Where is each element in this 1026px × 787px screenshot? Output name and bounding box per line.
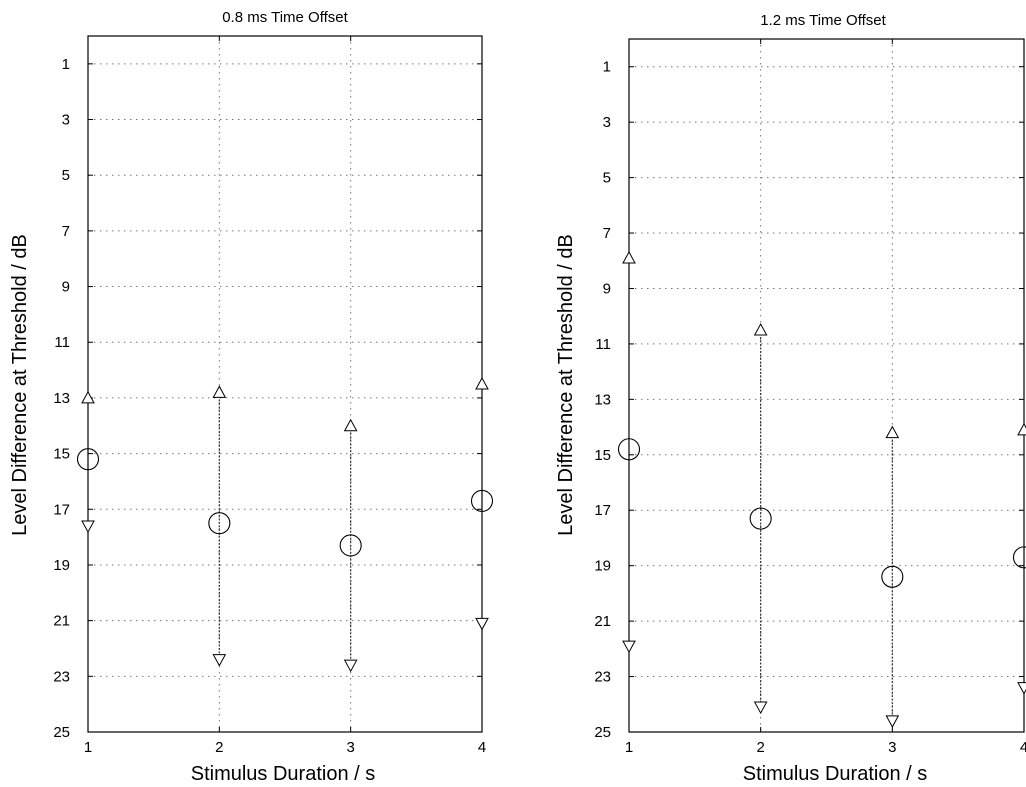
lower-marker bbox=[343, 659, 358, 673]
lower-marker bbox=[81, 520, 95, 534]
lower-marker bbox=[753, 701, 768, 715]
left-chart-title: 0.8 ms Time Offset bbox=[222, 9, 348, 26]
y-tick-label: 25 bbox=[53, 724, 70, 741]
y-tick-label: 15 bbox=[53, 446, 70, 463]
y-tick-label: 21 bbox=[594, 613, 611, 630]
y-tick-label: 5 bbox=[603, 170, 611, 187]
mean-marker bbox=[470, 489, 494, 512]
upper-marker bbox=[81, 390, 95, 404]
right-x-axis-label: Stimulus Duration / s bbox=[743, 763, 928, 785]
mean-marker bbox=[749, 507, 772, 530]
y-tick-label: 1 bbox=[603, 59, 611, 76]
y-tick-label: 5 bbox=[62, 167, 70, 184]
plot-frame bbox=[87, 35, 483, 733]
right-chart: 1.2 ms Time Offset Stimulus Duration / s… bbox=[555, 12, 1026, 785]
lower-marker bbox=[212, 654, 227, 667]
x-tick-label: 3 bbox=[346, 739, 354, 756]
y-tick-label: 23 bbox=[53, 668, 70, 685]
y-tick-label: 11 bbox=[595, 336, 611, 353]
lower-marker bbox=[885, 715, 900, 728]
mean-marker bbox=[881, 565, 904, 588]
x-tick-label: 4 bbox=[478, 739, 486, 756]
y-tick-label: 3 bbox=[62, 112, 70, 129]
y-tick-label: 7 bbox=[62, 223, 70, 240]
y-tick-label: 23 bbox=[594, 669, 611, 686]
upper-marker bbox=[753, 323, 768, 336]
y-tick-label: 19 bbox=[53, 557, 70, 574]
y-tick-label: 13 bbox=[594, 391, 611, 408]
upper-marker bbox=[885, 425, 900, 439]
left-y-axis-label: Level Difference at Threshold / dB bbox=[9, 234, 31, 536]
plot-frame bbox=[628, 38, 1025, 733]
lower-marker bbox=[622, 640, 636, 654]
y-tick-label: 25 bbox=[594, 724, 611, 741]
right-chart-title: 1.2 ms Time Offset bbox=[760, 12, 886, 29]
y-tick-label: 19 bbox=[594, 558, 611, 575]
mean-marker bbox=[208, 512, 231, 535]
upper-marker bbox=[622, 250, 636, 264]
x-tick-label: 2 bbox=[215, 739, 223, 756]
lower-marker bbox=[475, 617, 489, 631]
y-tick-label: 1 bbox=[62, 56, 70, 73]
y-tick-label: 21 bbox=[53, 613, 70, 630]
x-tick-label: 3 bbox=[888, 739, 896, 756]
y-tick-label: 15 bbox=[594, 447, 611, 464]
mean-marker bbox=[76, 448, 100, 471]
y-tick-label: 7 bbox=[603, 225, 611, 242]
y-tick-label: 13 bbox=[53, 390, 70, 407]
mean-marker bbox=[617, 438, 641, 461]
x-tick-label: 1 bbox=[84, 739, 92, 756]
x-tick-label: 2 bbox=[756, 739, 764, 756]
upper-marker bbox=[475, 376, 489, 390]
x-tick-label: 1 bbox=[625, 739, 633, 756]
left-x-axis-label: Stimulus Duration / s bbox=[191, 763, 376, 785]
y-tick-label: 9 bbox=[62, 279, 70, 296]
mean-marker bbox=[1012, 546, 1026, 569]
y-tick-label: 17 bbox=[594, 502, 611, 519]
y-tick-label: 11 bbox=[54, 334, 70, 351]
lower-marker bbox=[1017, 682, 1026, 695]
y-tick-label: 17 bbox=[53, 501, 70, 518]
y-tick-label: 9 bbox=[603, 280, 611, 297]
mean-marker bbox=[339, 534, 362, 557]
upper-marker bbox=[1017, 422, 1026, 436]
left-chart: 0.8 ms Time Offset Stimulus Duration / s… bbox=[9, 9, 494, 785]
right-y-axis-label: Level Difference at Threshold / dB bbox=[555, 234, 577, 536]
x-tick-label: 4 bbox=[1020, 739, 1026, 756]
y-tick-label: 3 bbox=[603, 114, 611, 131]
upper-marker bbox=[343, 418, 358, 432]
upper-marker bbox=[212, 385, 227, 398]
